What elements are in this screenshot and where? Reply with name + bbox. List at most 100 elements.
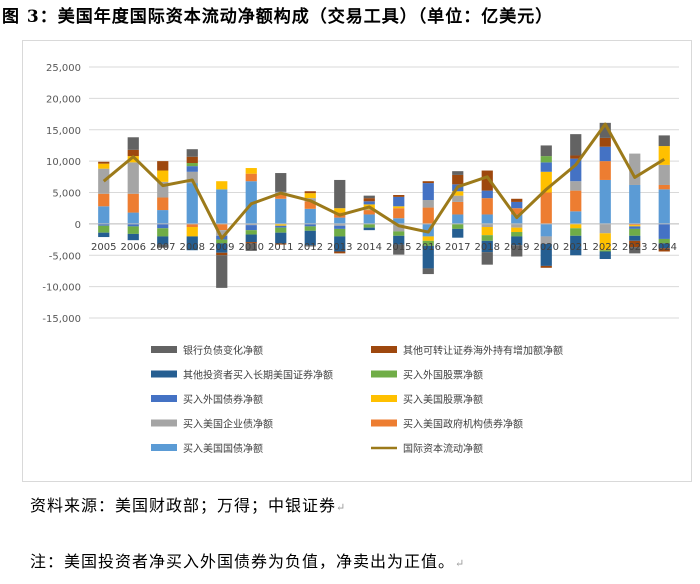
bar-segment — [334, 225, 346, 229]
bar-segment — [540, 145, 552, 157]
bar-segment — [599, 146, 611, 162]
bar-segment — [511, 214, 523, 224]
x-tick-label: 2020 — [534, 242, 559, 253]
bar-segment — [393, 231, 405, 236]
x-tick-label: 2018 — [475, 242, 500, 253]
bar-segment — [304, 201, 316, 209]
bar-segment — [481, 235, 493, 241]
bar-segment — [127, 233, 139, 241]
bar-segment — [481, 198, 493, 215]
bar-segment — [186, 156, 198, 164]
bar-segment — [422, 245, 434, 269]
bar-segment — [157, 223, 169, 229]
x-tick-label: 2005 — [91, 242, 116, 253]
bar-segment — [570, 228, 582, 236]
legend-swatch — [151, 395, 177, 402]
y-tick-label: 25,000 — [46, 63, 81, 74]
bar-segment — [481, 190, 493, 199]
legend-swatch — [371, 395, 397, 402]
bar-segment — [98, 163, 110, 169]
bar-segment — [363, 223, 375, 228]
bar-segment — [157, 181, 169, 198]
bar-segment — [275, 243, 287, 245]
bar-segment — [216, 239, 228, 244]
bar-segment — [157, 197, 169, 211]
bar-segment — [304, 223, 316, 227]
bar-segment — [422, 236, 434, 241]
bar-segment — [422, 183, 434, 201]
bar-segment — [363, 227, 375, 231]
bar-segment — [186, 163, 198, 167]
bar-segment — [127, 226, 139, 234]
bar-segment — [570, 181, 582, 191]
bar-segment — [334, 251, 346, 254]
net-flow-line — [102, 122, 666, 240]
figure-title: 图 3：美国年度国际资本流动净额构成（交易工具）（单位：亿美元） — [2, 7, 554, 27]
bar-segment — [481, 240, 493, 253]
paragraph-mark: ↵ — [336, 501, 347, 514]
legend-label: 其他投资者买入长期美国证券净额 — [183, 369, 333, 382]
bar-segment — [570, 223, 582, 229]
bar-segment — [127, 212, 139, 224]
y-tick-label: 10,000 — [46, 157, 81, 168]
bar-segment — [157, 210, 169, 224]
bar-segment — [98, 193, 110, 207]
bar-segment — [157, 228, 169, 237]
bar-segment — [275, 227, 287, 233]
bar-segment — [511, 201, 523, 209]
bar-segment — [658, 238, 670, 244]
y-tick-label: 5,000 — [52, 189, 81, 200]
bar-segment — [98, 161, 110, 164]
bar-segment — [452, 214, 464, 224]
legend-label: 买入美国国债净额 — [183, 442, 263, 455]
bar-segment — [216, 189, 228, 224]
chart-area: 25,000 20,000 15,000 10,000 5,000 0 -5,000 -10,… — [22, 40, 692, 482]
bar-segment — [245, 243, 257, 251]
bar-segment — [452, 195, 464, 202]
paragraph-mark: ↵ — [455, 557, 466, 570]
x-tick-label: 2019 — [504, 242, 529, 253]
bar-segment — [658, 223, 670, 239]
x-tick-label: 2015 — [386, 242, 411, 253]
bar-segment — [570, 235, 582, 256]
bar-segment — [334, 179, 346, 209]
bar-segment — [629, 228, 641, 236]
x-tick-label: 2022 — [593, 242, 618, 253]
bar-segment — [157, 170, 169, 182]
bar-segment — [275, 232, 287, 244]
bar-segment — [245, 223, 257, 226]
bar-segment — [629, 235, 641, 241]
bar-segment — [629, 226, 641, 229]
bar-segment — [334, 208, 346, 213]
bar-segment — [393, 206, 405, 209]
bar-segment — [511, 232, 523, 237]
bar-segment — [599, 179, 611, 224]
x-tick-label: 2009 — [209, 242, 234, 253]
bar-segment — [304, 191, 316, 194]
legend-label: 买入外国股票净额 — [403, 369, 483, 382]
bar-segment — [540, 223, 552, 237]
bar-segment — [275, 225, 287, 228]
bar-segment — [245, 242, 257, 244]
bar-segment — [452, 228, 464, 238]
bar-segment — [127, 156, 139, 163]
bar-segment — [599, 161, 611, 180]
bar-segment — [570, 155, 582, 159]
bar-segment — [186, 171, 198, 184]
bar-segment — [481, 170, 493, 191]
legend-swatch — [151, 444, 177, 451]
bar-segment — [245, 234, 257, 243]
bar-segment — [658, 248, 670, 252]
stacked-bar-chart: 25,000 20,000 15,000 10,000 5,000 0 -5,000 -10,… — [42, 63, 679, 455]
legend-label: 买入美国政府机构债券净额 — [403, 418, 523, 431]
legend-label: 买入美国企业债净额 — [183, 418, 273, 431]
bar-segment — [658, 184, 670, 190]
bar-segment — [186, 149, 198, 157]
bar-segment — [481, 252, 493, 265]
bar-segment — [658, 146, 670, 165]
bar-segment — [481, 227, 493, 236]
bar-segment — [393, 218, 405, 224]
bar-segment — [452, 201, 464, 215]
bar-segment — [393, 196, 405, 207]
legend-label: 其他可转让证券海外持有增加额净额 — [403, 344, 563, 357]
